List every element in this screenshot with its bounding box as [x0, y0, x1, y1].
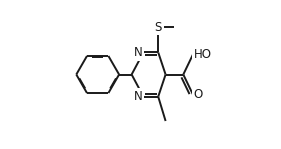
- Text: O: O: [194, 88, 203, 101]
- Text: HO: HO: [194, 48, 212, 61]
- Text: N: N: [134, 46, 143, 59]
- Text: N: N: [134, 90, 143, 103]
- Text: S: S: [155, 21, 162, 34]
